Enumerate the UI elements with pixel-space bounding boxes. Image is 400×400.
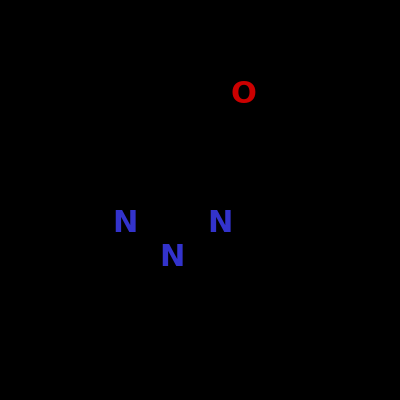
Circle shape: [208, 212, 231, 235]
Circle shape: [161, 247, 183, 269]
Text: N: N: [112, 209, 137, 238]
Text: O: O: [230, 80, 256, 109]
Circle shape: [113, 212, 136, 235]
Circle shape: [232, 84, 254, 106]
Text: N: N: [159, 244, 185, 272]
Text: N: N: [207, 209, 232, 238]
